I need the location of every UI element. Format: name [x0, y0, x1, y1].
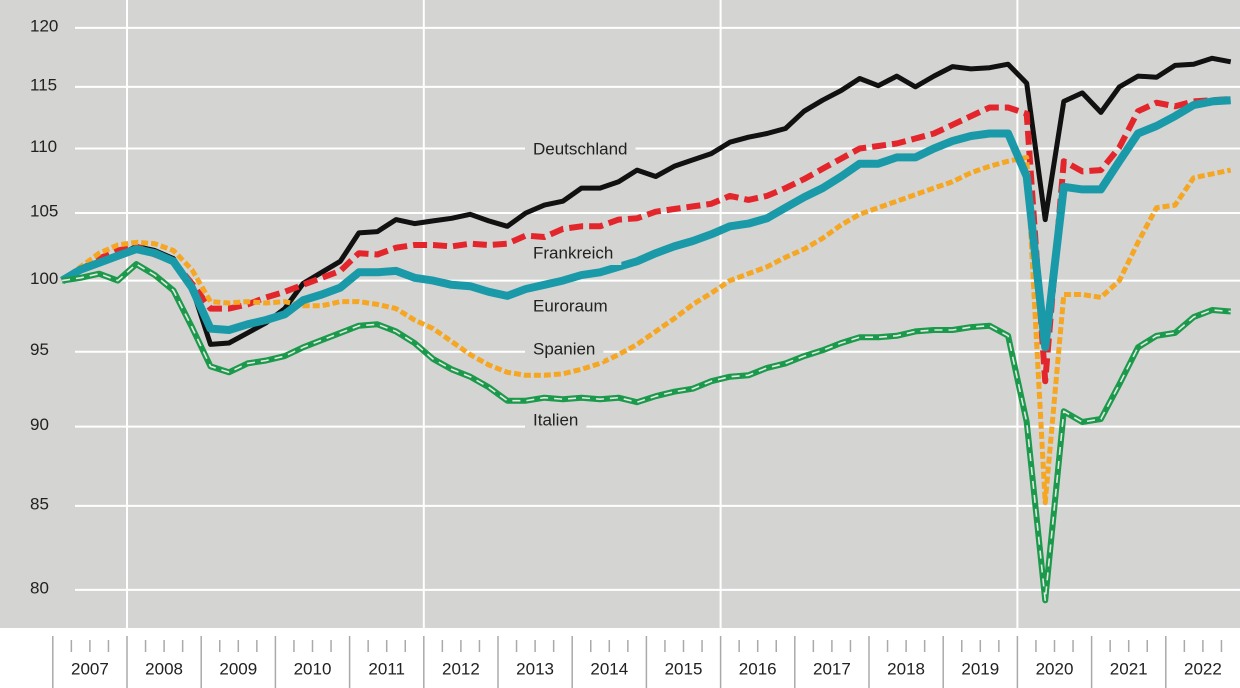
label-background [525, 243, 622, 265]
legend-label: Spanien [533, 339, 595, 358]
x-tick-label: 2016 [739, 659, 777, 678]
label-background [525, 410, 587, 432]
series-line-overlay [61, 263, 1231, 602]
label-background [525, 139, 636, 161]
x-tick-label: 2013 [516, 659, 554, 678]
legend-label: Deutschland [533, 139, 628, 158]
x-tick-label: 2012 [442, 659, 480, 678]
x-tick-label: 2007 [71, 659, 109, 678]
y-tick-label: 100 [30, 269, 58, 288]
y-tick-label: 115 [30, 75, 57, 94]
annotations: Deutschland Frankreich Spanien Euroraum Ital… [525, 139, 636, 432]
x-tick-label: 2018 [887, 659, 925, 678]
x-tick-label: 2020 [1036, 659, 1074, 678]
y-tick-label: 95 [30, 340, 49, 359]
x-tick-label: 2010 [294, 659, 332, 678]
x-tick-label: 2021 [1110, 659, 1148, 678]
x-tick-label: 2011 [368, 659, 405, 678]
y-tick-label: 110 [30, 137, 57, 156]
x-tick-label: 2019 [961, 659, 999, 678]
x-tick-label: 2015 [665, 659, 703, 678]
x-tick-label: 2017 [813, 659, 851, 678]
legend-label: Italien [533, 410, 578, 429]
y-tick-label: 90 [30, 415, 49, 434]
y-tick-label: 80 [30, 578, 49, 597]
y-tick-label: 120 [30, 16, 58, 35]
x-tick-label: 2008 [145, 659, 183, 678]
series-line [60, 96, 1231, 352]
x-tick-label: 2022 [1184, 659, 1222, 678]
legend-label: Euroraum [533, 296, 608, 315]
lines [60, 55, 1232, 604]
legend-label: Frankreich [533, 243, 613, 262]
series-line [60, 55, 1232, 347]
x-tick-label: 2009 [219, 659, 257, 678]
x-tick-label: 2014 [590, 659, 628, 678]
y-tick-label: 105 [30, 201, 58, 220]
series-line [60, 154, 1232, 506]
label-background [525, 339, 604, 361]
y-tick-label: 85 [30, 494, 49, 513]
label-background [525, 296, 616, 318]
